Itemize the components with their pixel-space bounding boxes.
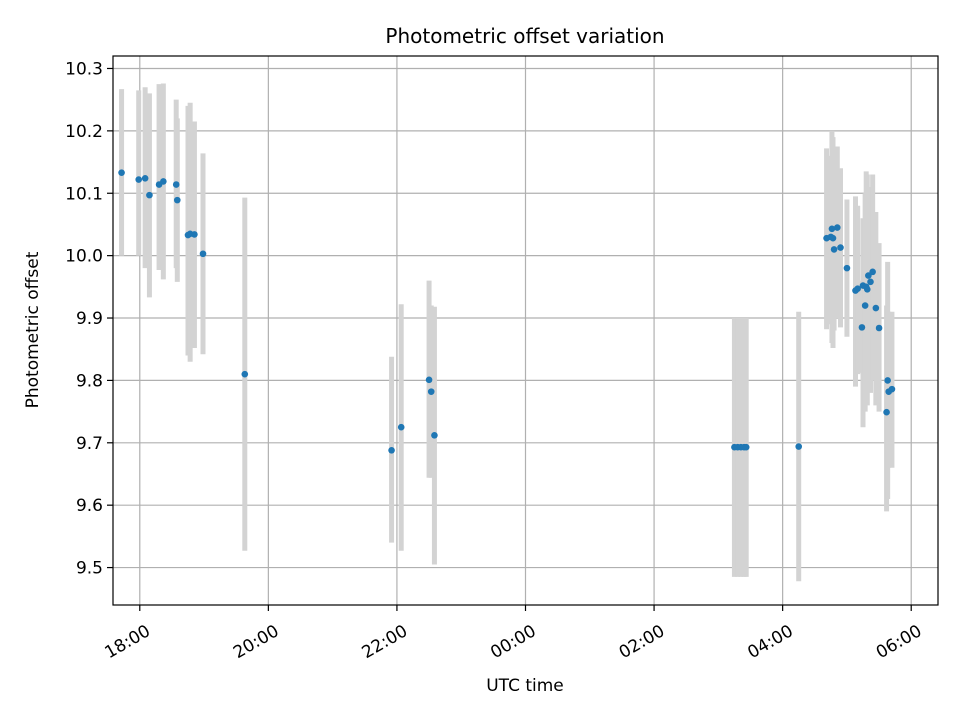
data-point xyxy=(427,388,435,395)
data-point xyxy=(854,285,861,293)
data-point xyxy=(828,225,836,233)
y-tick-label: 10.2 xyxy=(65,122,103,142)
y-tick-label: 9.9 xyxy=(76,309,103,329)
data-point xyxy=(869,268,876,276)
data-point xyxy=(160,178,167,185)
data-point xyxy=(872,304,880,312)
data-point xyxy=(861,302,869,309)
data-point xyxy=(425,376,433,384)
data-point xyxy=(431,432,438,439)
data-points xyxy=(118,169,896,454)
data-point xyxy=(199,250,207,258)
y-axis-title: Photometric offset xyxy=(23,251,43,408)
data-point xyxy=(141,174,149,182)
data-point xyxy=(843,264,851,272)
data-point xyxy=(241,370,249,378)
data-point xyxy=(888,385,896,393)
data-point xyxy=(118,169,125,176)
data-point xyxy=(867,278,874,286)
y-tick-label: 10.1 xyxy=(65,184,103,204)
data-point xyxy=(858,324,866,331)
data-point xyxy=(865,272,872,279)
y-tick-label: 9.8 xyxy=(76,371,103,391)
data-point xyxy=(795,443,803,450)
data-point xyxy=(837,244,844,251)
data-point xyxy=(833,224,841,231)
chart-title: Photometric offset variation xyxy=(385,24,664,48)
data-point xyxy=(388,446,395,454)
y-tick-label: 9.5 xyxy=(76,559,103,579)
data-point xyxy=(191,231,198,238)
data-point xyxy=(173,196,181,204)
data-point xyxy=(875,324,883,332)
data-point xyxy=(863,286,871,293)
y-tick-label: 9.7 xyxy=(76,434,103,454)
data-point xyxy=(146,191,153,199)
data-point xyxy=(135,176,143,183)
y-axis: 9.5 9.6 9.7 9.8 9.9 10.0 10.1 10.2 10.3 xyxy=(65,59,113,579)
data-point xyxy=(397,423,405,431)
data-point xyxy=(830,246,838,253)
data-point xyxy=(172,181,180,188)
y-tick-label: 9.6 xyxy=(76,496,103,516)
data-point xyxy=(883,408,890,416)
y-tick-label: 10.3 xyxy=(65,59,103,79)
y-tick-label: 10.0 xyxy=(65,247,103,267)
data-point xyxy=(884,377,891,384)
data-point xyxy=(829,234,837,242)
x-axis-title: UTC time xyxy=(486,676,564,696)
data-point xyxy=(742,443,750,451)
